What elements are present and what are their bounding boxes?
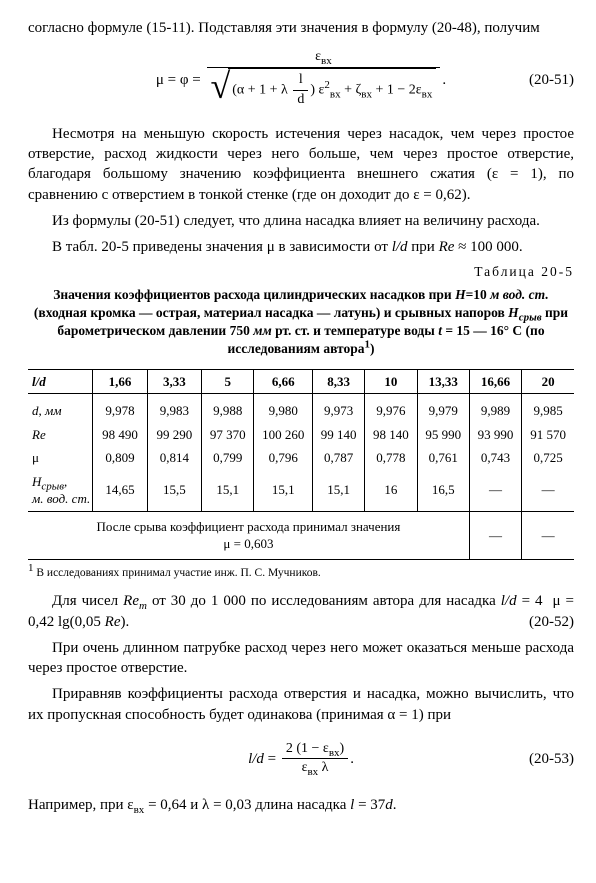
col-head-2: 3,33 (147, 369, 201, 394)
intro-paragraph: согласно формуле (15-11). Подставляя эти… (28, 18, 574, 38)
table-cell: 9,988 (202, 394, 254, 423)
table-cell: 99 290 (147, 423, 201, 447)
table-cell: 0,814 (147, 446, 201, 470)
data-table: l/d1,663,3356,668,331013,3316,6620 d, мм… (28, 369, 574, 560)
table-cell: 0,725 (522, 446, 574, 470)
paragraph-4: Для чисел Rem от 30 до 1 000 по исследов… (28, 591, 574, 632)
table-cell: 97 370 (202, 423, 254, 447)
after-val-1: — (469, 511, 521, 559)
col-head-4: 6,66 (254, 369, 313, 394)
table-row: Re98 49099 29097 370100 26099 14098 1409… (28, 423, 574, 447)
col-head-ld: l/d (28, 369, 93, 394)
table-head-row: l/d1,663,3356,668,331013,3316,6620 (28, 369, 574, 394)
table-cell: 0,787 (312, 446, 364, 470)
table-cell: 16 (365, 470, 417, 512)
eq2-number: (20-53) (529, 749, 574, 769)
table-cell: 14,65 (93, 470, 147, 512)
row-label: d, мм (28, 394, 93, 423)
table-cell: 15,5 (147, 470, 201, 512)
table-cell: 9,979 (417, 394, 469, 423)
after-val-2: — (522, 511, 574, 559)
table-cell: 95 990 (417, 423, 469, 447)
equation-20-51: μ = φ = εвх √ (α + 1 + λ ld) ε2вх + ζвх … (28, 48, 574, 112)
table-cell: 0,743 (469, 446, 521, 470)
paragraph-7: Например, при εвх = 0,64 и λ = 0,03 длин… (28, 795, 574, 815)
table-cell: 98 490 (93, 423, 147, 447)
col-head-6: 10 (365, 369, 417, 394)
table-cell: 15,1 (254, 470, 313, 512)
paragraph-1: Несмотря на меньшую скорость истечения ч… (28, 124, 574, 205)
table-cell: 9,983 (147, 394, 201, 423)
table-footnote: 1 В исследованиях принимал участие инж. … (28, 566, 574, 582)
table-cell: 9,973 (312, 394, 364, 423)
table-cell: 0,799 (202, 446, 254, 470)
row-label: Hсрыв,м. вод. ст. (28, 470, 93, 512)
table-cell: 99 140 (312, 423, 364, 447)
table-cell: 91 570 (522, 423, 574, 447)
table-row: d, мм9,9789,9839,9889,9809,9739,9769,979… (28, 394, 574, 423)
table-cell: 0,761 (417, 446, 469, 470)
eq2-fraction: 2 (1 − εвх) εвх λ (282, 740, 348, 779)
paragraph-5: При очень длинном патрубке расход через … (28, 638, 574, 679)
table-cell: 9,978 (93, 394, 147, 423)
table-cell: 16,5 (417, 470, 469, 512)
col-head-8: 16,66 (469, 369, 521, 394)
eq1-dot: . (442, 70, 446, 90)
table-cell: 93 990 (469, 423, 521, 447)
eq2-lhs: l/d = (248, 749, 276, 769)
table-row: Hсрыв,м. вод. ст.14,6515,515,115,115,116… (28, 470, 574, 512)
equation-20-53: l/d = 2 (1 − εвх) εвх λ . (20-53) (28, 735, 574, 783)
table-row: μ0,8090,8140,7990,7960,7870,7780,7610,74… (28, 446, 574, 470)
table-cell: — (469, 470, 521, 512)
eq1-number: (20-51) (529, 70, 574, 90)
table-cell: 9,976 (365, 394, 417, 423)
eq2-denominator: εвх λ (282, 759, 348, 778)
table-label: Таблица 20-5 (28, 263, 574, 281)
eq1-radicand: (α + 1 + λ ld) ε2вх + ζвх + 1 − 2εвх (228, 68, 436, 112)
table-cell: — (522, 470, 574, 512)
eq2-dot: . (350, 749, 354, 769)
row-label: Re (28, 423, 93, 447)
table-title: Значения коэффициентов расхода цилиндрич… (32, 286, 570, 359)
table-cell: 0,778 (365, 446, 417, 470)
table-cell: 98 140 (365, 423, 417, 447)
col-head-5: 8,33 (312, 369, 364, 394)
table-cell: 9,989 (469, 394, 521, 423)
col-head-1: 1,66 (93, 369, 147, 394)
eq1-lhs: μ = φ = (156, 70, 201, 90)
eq2-numerator: 2 (1 − εвх) (282, 740, 348, 760)
after-label: После срыва коэффициент расхода принимал… (28, 511, 469, 559)
table-cell: 0,796 (254, 446, 313, 470)
paragraph-2: Из формулы (20-51) следует, что длина на… (28, 211, 574, 231)
eq1-denominator: √ (α + 1 + λ ld) ε2вх + ζвх + 1 − 2εвх (207, 68, 441, 112)
eq1-numerator: εвх (207, 48, 441, 68)
col-head-7: 13,33 (417, 369, 469, 394)
col-head-9: 20 (522, 369, 574, 394)
eq1-fraction: εвх √ (α + 1 + λ ld) ε2вх + ζвх + 1 − 2ε… (207, 48, 441, 112)
row-label: μ (28, 446, 93, 470)
table-cell: 9,985 (522, 394, 574, 423)
eq1-sqrt: √ (α + 1 + λ ld) ε2вх + ζвх + 1 − 2εвх (211, 68, 437, 112)
paragraph-3: В табл. 20-5 приведены значения μ в зави… (28, 237, 574, 257)
col-head-3: 5 (202, 369, 254, 394)
table-cell: 0,809 (93, 446, 147, 470)
table-after-row: После срыва коэффициент расхода принимал… (28, 511, 574, 559)
table-cell: 15,1 (202, 470, 254, 512)
table-cell: 9,980 (254, 394, 313, 423)
table-cell: 15,1 (312, 470, 364, 512)
table-cell: 100 260 (254, 423, 313, 447)
paragraph-6: Приравняв коэффициенты расхода отверстия… (28, 684, 574, 725)
